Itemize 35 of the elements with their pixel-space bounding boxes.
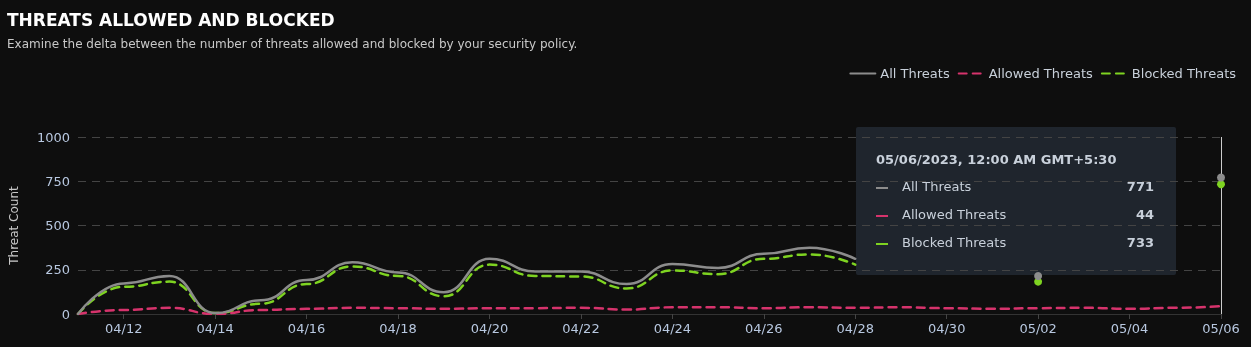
- x-tick-label: 04/18: [379, 321, 417, 336]
- text: All Threats: [880, 66, 950, 81]
- x-tick-label: 05/06: [1202, 321, 1240, 336]
- annotation: 05/06/2023, 12:00 AM GMT+5:30: [876, 152, 1117, 167]
- text: Allowed Threats: [988, 66, 1093, 81]
- y-tick-label: 750: [45, 173, 70, 189]
- legend-label: Blocked Threats: [902, 235, 1007, 250]
- chart-title: THREATS ALLOWED AND BLOCKED: [7, 9, 335, 30]
- y-tick-label: 0: [61, 306, 70, 322]
- x-tick-label: 04/30: [927, 321, 966, 336]
- chart-subtitle: Examine the delta between the number of threats allowed and blocked by your security policy.: [7, 37, 578, 51]
- x-tick-label: 05/02: [1019, 321, 1057, 336]
- x-tick-label: 05/04: [1110, 321, 1149, 336]
- y-tick-label: 250: [45, 262, 70, 278]
- y-axis-title: Threat Count: [7, 185, 21, 266]
- line-series: [76, 304, 1223, 316]
- annotation: 44: [1135, 207, 1154, 222]
- y-tick-label: 1000: [36, 129, 70, 145]
- x-tick-label: 04/26: [745, 321, 783, 336]
- annotation: 733: [1126, 235, 1154, 250]
- x-tick-label: 04/28: [836, 321, 874, 336]
- x-tick-label: 04/20: [470, 321, 509, 336]
- x-tick-label: 04/16: [287, 321, 326, 336]
- annotation: 771: [1126, 179, 1154, 194]
- point: [1034, 271, 1043, 280]
- x-tick-label: 04/24: [653, 321, 692, 336]
- x-tick-label: 04/12: [104, 321, 143, 336]
- y-tick-label: 500: [45, 218, 70, 233]
- x-tick-label: 04/22: [562, 321, 600, 336]
- point: [1217, 180, 1225, 189]
- text: Blocked Threats: [1131, 66, 1236, 81]
- legend-label: All Threats: [902, 179, 972, 194]
- point: [1217, 173, 1225, 182]
- legend-label: Allowed Threats: [902, 207, 1007, 222]
- x-tick-label: 04/14: [196, 321, 234, 336]
